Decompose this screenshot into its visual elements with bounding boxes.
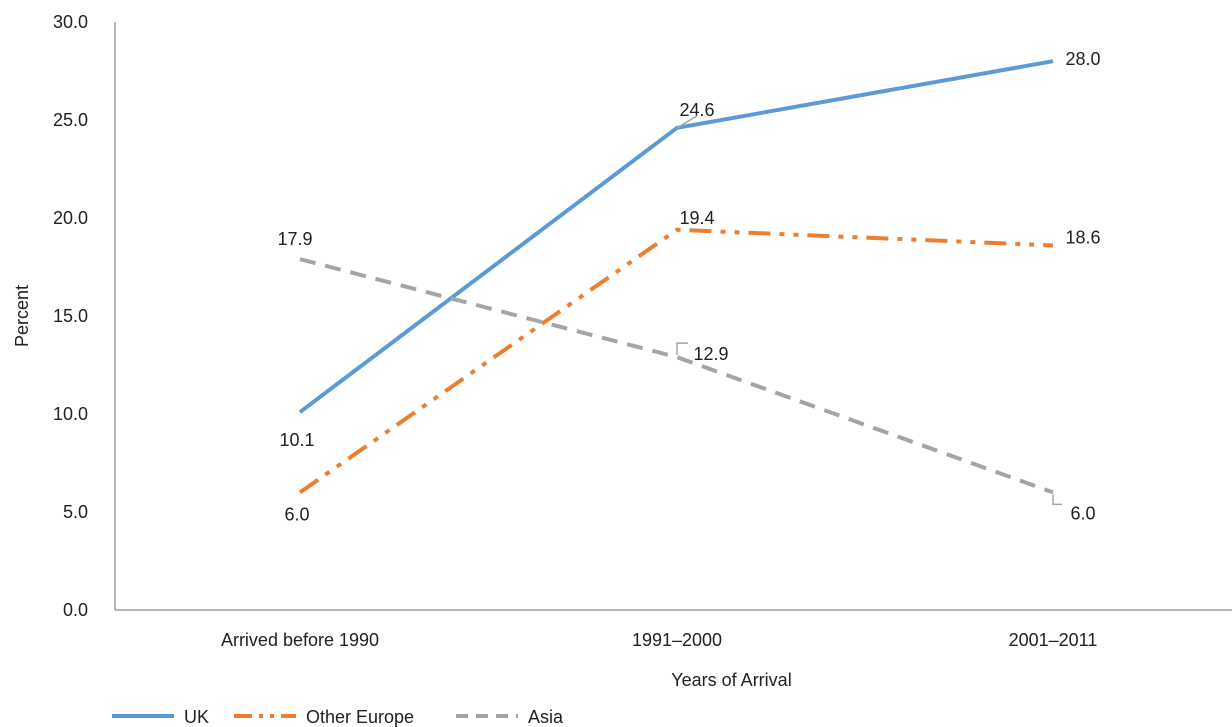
y-tick-label: 25.0	[53, 110, 88, 130]
x-tick-label: Arrived before 1990	[221, 630, 379, 650]
x-tick-label: 2001–2011	[1009, 630, 1098, 650]
y-tick-label: 0.0	[63, 600, 88, 620]
data-label: 17.9	[277, 229, 312, 249]
axes	[114, 22, 1232, 611]
label-leader-line	[1052, 494, 1062, 506]
label-leader-line	[676, 342, 688, 356]
data-label: 18.6	[1065, 227, 1100, 247]
series-layer	[298, 59, 1054, 495]
data-label: 10.1	[279, 430, 314, 450]
data-label: 28.0	[1065, 49, 1100, 69]
series-line-uk	[298, 59, 1054, 414]
y-tick-label: 30.0	[53, 12, 88, 32]
data-label: 12.9	[693, 344, 728, 364]
label-leader-line	[676, 115, 698, 129]
y-tick-labels: 0.0 5.0 10.0 15.0 20.0 25.0 30.0	[53, 12, 88, 620]
series-line-asia	[299, 257, 1054, 495]
y-tick-label: 20.0	[53, 208, 88, 228]
x-tick-label: 1991–2000	[632, 630, 722, 650]
data-label: 6.0	[1070, 503, 1095, 523]
data-label: 19.4	[679, 208, 714, 228]
data-label: 6.0	[284, 504, 309, 524]
data-label: 24.6	[679, 100, 714, 120]
x-tick-labels: Arrived before 1990 1991–2000 2001–2011	[221, 630, 1097, 650]
y-tick-label: 10.0	[53, 404, 88, 424]
legend-label: UK	[184, 707, 209, 727]
data-labels: 10.1 24.6 28.0 6.0 19.4 18.6 17.9 12.9 6.0	[277, 49, 1100, 524]
y-tick-label: 5.0	[63, 502, 88, 522]
y-axis-title: Percent	[12, 285, 32, 347]
series-line-other-europe	[298, 227, 1054, 495]
y-tick-label: 15.0	[53, 306, 88, 326]
legend: UK Other Europe Asia	[112, 707, 564, 727]
x-axis-title: Years of Arrival	[671, 670, 791, 690]
legend-label: Other Europe	[306, 707, 414, 727]
legend-label: Asia	[528, 707, 564, 727]
